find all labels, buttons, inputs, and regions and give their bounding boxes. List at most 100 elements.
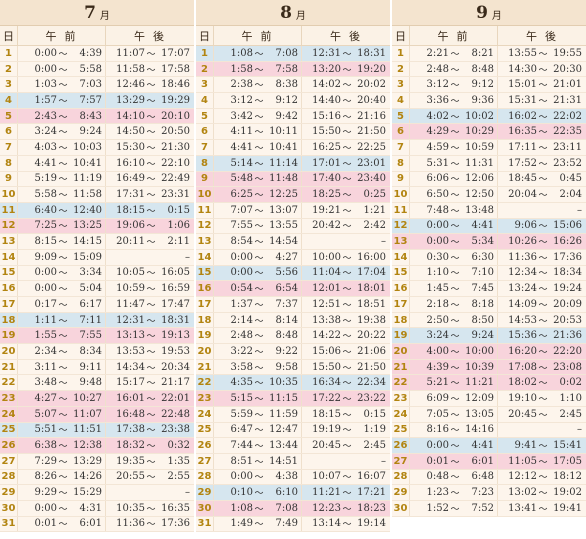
pm-cell: – <box>497 202 586 218</box>
am-start: 4:27 <box>34 392 57 404</box>
tilde: ～ <box>58 300 68 311</box>
am-cell: 0:00 ～ 5:34 <box>409 234 497 249</box>
am-start: 8:26 <box>34 471 57 483</box>
tilde: ～ <box>450 300 460 311</box>
am-cell: 1:45 ～ 7:45 <box>409 281 497 296</box>
table-row: 18 1:11 ～ 7:11 12:31 ～ 18:31 <box>0 312 194 329</box>
am-cell: 7:25 ～ 13:25 <box>17 218 105 234</box>
table-row: 27 8:51 ～ 14:51 – <box>196 453 390 470</box>
day-number: 12 <box>1 220 16 232</box>
month-number: 9 <box>476 2 489 23</box>
day-number: 29 <box>393 487 408 499</box>
tilde: ～ <box>146 96 156 107</box>
table-row: 3 2:38 ～ 8:38 14:02 ～ 20:02 <box>196 77 390 94</box>
tilde: ～ <box>146 128 156 139</box>
tilde: ～ <box>58 206 68 217</box>
tilde: ～ <box>146 363 156 374</box>
pm-end: 22:35 <box>553 126 582 138</box>
am-end: 10:11 <box>269 126 298 138</box>
pm-cell: 11:07 ～ 17:07 <box>105 46 194 61</box>
table-row: 15 0:00 ～ 5:56 11:04 ～ 17:04 <box>196 265 390 282</box>
am-cell: 0:00 ～ 3:34 <box>17 265 105 281</box>
day-number: 20 <box>197 345 212 357</box>
am-cell: 4:11 ～ 10:11 <box>213 124 301 140</box>
pm-start: 11:36 <box>508 251 537 263</box>
table-row: 24 5:59 ～ 11:59 18:15 ～ 0:15 <box>196 406 390 423</box>
am-end: 15:29 <box>73 487 102 499</box>
pm-start: 9:41 <box>514 440 537 452</box>
am-cell: 1:08 ～ 7:08 <box>213 46 301 61</box>
am-end: 6:30 <box>471 251 494 263</box>
pm-end: 22:34 <box>357 377 386 389</box>
tilde: ～ <box>342 316 352 327</box>
tilde: ～ <box>342 222 352 233</box>
tilde: ～ <box>254 81 264 92</box>
pm-start: 10:07 <box>312 471 341 483</box>
tilde: ～ <box>342 253 352 264</box>
table-row: 15 0:00 ～ 3:34 10:05 ～ 16:05 <box>0 265 194 282</box>
am-column-label: 午前 <box>213 26 301 45</box>
day-number: 19 <box>197 330 212 342</box>
pm-start: 18:15 <box>116 204 145 216</box>
tilde: ～ <box>342 191 352 202</box>
am-start: 5:19 <box>34 173 57 185</box>
tilde: ～ <box>342 159 352 170</box>
tilde: ～ <box>254 300 264 311</box>
tilde: ～ <box>342 128 352 139</box>
day-number: 10 <box>1 189 16 201</box>
pm-end: 19:53 <box>161 345 190 357</box>
am-start: 4:59 <box>426 141 449 153</box>
am-end: 8:38 <box>275 79 298 91</box>
table-row: 6 4:29 ～ 10:29 16:35 ～ 22:35 <box>392 124 586 141</box>
pm-start: 15:50 <box>312 361 341 373</box>
pm-end: 22:01 <box>161 392 190 404</box>
day-number: 25 <box>393 424 408 436</box>
am-end: 10:29 <box>465 126 494 138</box>
am-end: 12:06 <box>465 173 494 185</box>
month-july: 7 月日午前 午後 1 0:00 ～ 4:39 11:07 ～ 17:07 2 0:00 ～ 5:58 11… <box>0 0 194 539</box>
pm-cell: 16:25 ～ 22:25 <box>301 140 390 155</box>
pm-end: 19:14 <box>357 518 386 530</box>
table-row: 30 1:52 ～ 7:52 13:41 ～ 19:41 <box>392 500 586 517</box>
table-row: 16 0:54 ～ 6:54 12:01 ～ 18:01 <box>196 281 390 297</box>
tilde: ～ <box>538 316 548 327</box>
tilde: ～ <box>342 442 352 453</box>
tilde: ～ <box>450 394 460 405</box>
am-end: 6:17 <box>79 298 102 310</box>
tilde: ～ <box>450 65 460 76</box>
tilde: ～ <box>450 504 460 515</box>
day-number: 7 <box>201 141 208 153</box>
am-cell: 5:59 ～ 11:59 <box>213 406 301 422</box>
table-row: 22 5:21 ～ 11:21 18:02 ～ 0:02 <box>392 375 586 392</box>
am-start: 4:29 <box>426 126 449 138</box>
pm-end: 0:02 <box>559 377 582 389</box>
am-end: 9:24 <box>79 126 102 138</box>
pm-cell: 14:53 ～ 20:53 <box>497 312 586 328</box>
day-number: 31 <box>197 518 212 530</box>
tilde: ～ <box>538 379 548 390</box>
am-end: 6:48 <box>471 471 494 483</box>
am-start: 3:11 <box>34 361 57 373</box>
am-start: 5:59 <box>230 408 253 420</box>
table-row: 1 1:08 ～ 7:08 12:31 ～ 18:31 <box>196 46 390 62</box>
tilde: ～ <box>254 253 264 264</box>
tilde: ～ <box>254 222 264 233</box>
tilde: ～ <box>450 426 460 437</box>
table-row: 19 1:55 ～ 7:55 13:13 ～ 19:13 <box>0 328 194 345</box>
table-row: 1 0:00 ～ 4:39 11:07 ～ 17:07 <box>0 46 194 62</box>
am-start: 8:54 <box>230 236 253 248</box>
tilde: ～ <box>538 410 548 421</box>
pm-end: 23:08 <box>553 361 582 373</box>
am-cell: 0:10 ～ 6:10 <box>213 485 301 500</box>
pm-cell: 11:36 ～ 17:36 <box>497 249 586 265</box>
am-start: 0:00 <box>426 440 449 452</box>
am-start: 6:40 <box>34 204 57 216</box>
am-cell: 4:02 ～ 10:02 <box>409 108 497 124</box>
table-row: 9 5:19 ～ 11:19 16:49 ～ 22:49 <box>0 171 194 188</box>
table-row: 31 1:49 ～ 7:49 13:14 ～ 19:14 <box>196 516 390 533</box>
table-row: 20 4:00 ～ 10:00 16:20 ～ 22:20 <box>392 344 586 360</box>
table-row: 4 3:12 ～ 9:12 14:40 ～ 20:40 <box>196 93 390 109</box>
am-start: 3:22 <box>230 345 253 357</box>
am-start: 6:38 <box>34 440 57 452</box>
